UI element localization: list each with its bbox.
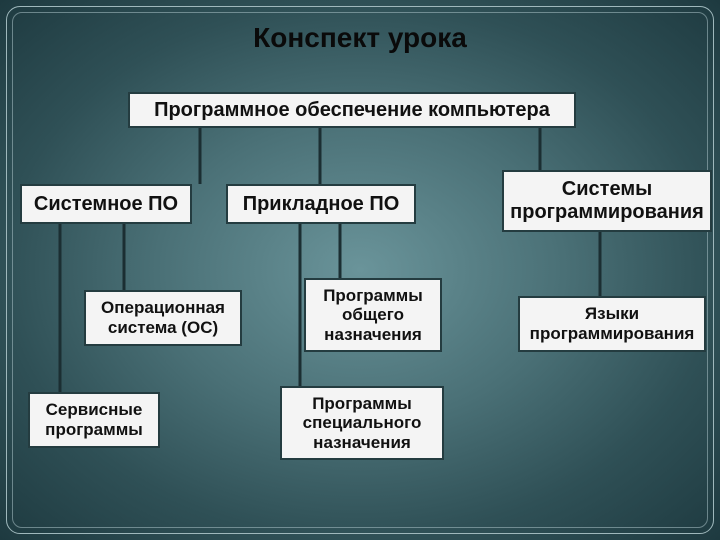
node-application-software: Прикладное ПО xyxy=(226,184,416,224)
node-utility-programs: Сервисные программы xyxy=(28,392,160,448)
node-general-programs: Программы общего назначения xyxy=(304,278,442,352)
node-system-software: Системное ПО xyxy=(20,184,192,224)
node-operating-system: Операционная система (ОС) xyxy=(84,290,242,346)
node-root: Программное обеспечение компьютера xyxy=(128,92,576,128)
node-special-programs: Программы специального назначения xyxy=(280,386,444,460)
page-title: Конспект урока xyxy=(0,22,720,54)
node-programming-languages: Языки программирования xyxy=(518,296,706,352)
node-programming-systems: Системы программирования xyxy=(502,170,712,232)
